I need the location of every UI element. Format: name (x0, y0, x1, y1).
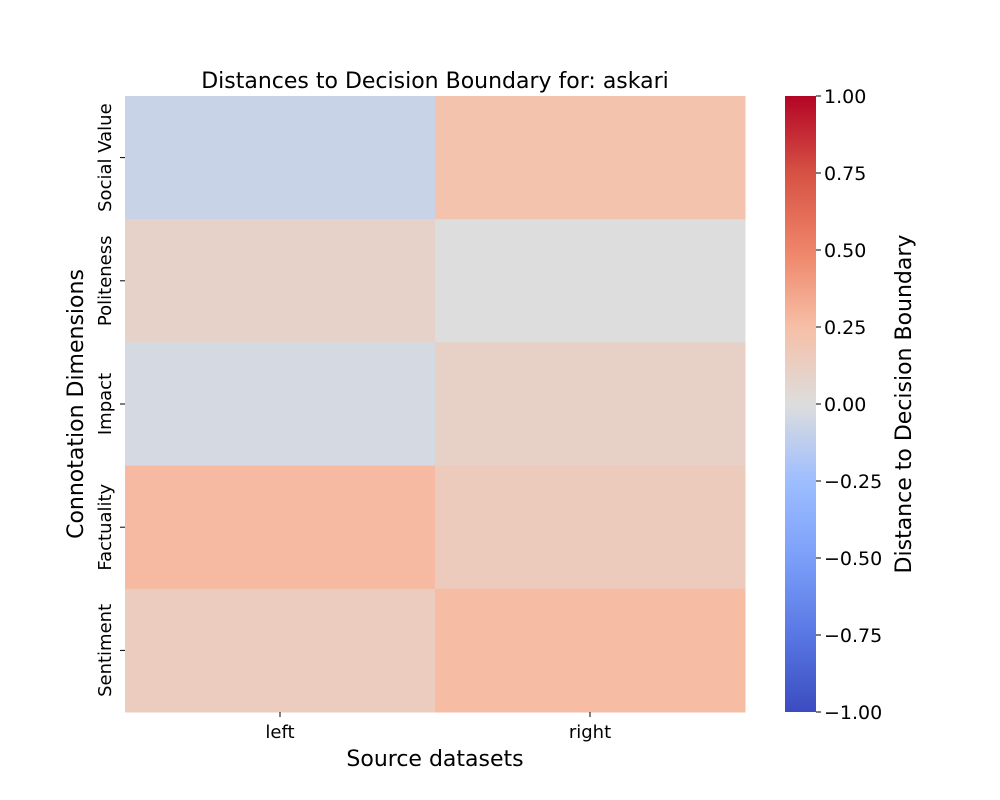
y-tick-label: Social Value (95, 103, 116, 212)
colorbar-tick-label: 0.25 (824, 317, 866, 339)
heatmap-cell (125, 465, 436, 590)
y-tick-label: Factuality (95, 483, 116, 570)
colorbar-tick-label: 0.50 (824, 240, 866, 262)
heatmap-cell (435, 219, 746, 343)
y-tick-label: Politeness (95, 235, 116, 326)
heatmap-cell (125, 342, 436, 467)
y-axis-ticks: Social Value Politeness Impact Factuality Se… (95, 103, 125, 697)
x-tick-label: left (265, 722, 294, 743)
heatmap-cell (125, 96, 436, 220)
heatmap-cell (435, 96, 746, 220)
heatmap-cell (125, 588, 436, 713)
colorbar-ticks: −1.00 −0.75 −0.50 −0.25 0.00 0.25 0.50 0.75 1.00 (816, 86, 882, 724)
heatmap-cell (435, 588, 746, 713)
x-axis-label: Source datasets (346, 747, 523, 772)
chart-title: Distances to Decision Boundary for: aska… (201, 69, 669, 94)
colorbar-tick-label: −1.00 (824, 702, 882, 724)
y-tick-label: Impact (95, 373, 116, 435)
heatmap-cell (435, 342, 746, 467)
colorbar-tick-label: −0.75 (824, 625, 882, 647)
heatmap-cell (435, 465, 746, 590)
x-tick-label: right (569, 722, 611, 743)
y-tick-label: Sentiment (95, 604, 116, 697)
y-axis-label: Connotation Dimensions (64, 269, 89, 539)
heatmap-cell (125, 219, 436, 343)
colorbar (785, 96, 816, 712)
heatmap-cells (125, 96, 746, 713)
colorbar-label: Distance to Decision Boundary (892, 235, 917, 574)
colorbar-tick-label: −0.50 (824, 548, 882, 570)
colorbar-tick-label: −0.25 (824, 471, 882, 493)
colorbar-tick-label: 1.00 (824, 86, 866, 108)
colorbar-tick-label: 0.00 (824, 394, 866, 416)
colorbar-tick-label: 0.75 (824, 163, 866, 185)
x-axis-ticks: left right (265, 712, 611, 743)
